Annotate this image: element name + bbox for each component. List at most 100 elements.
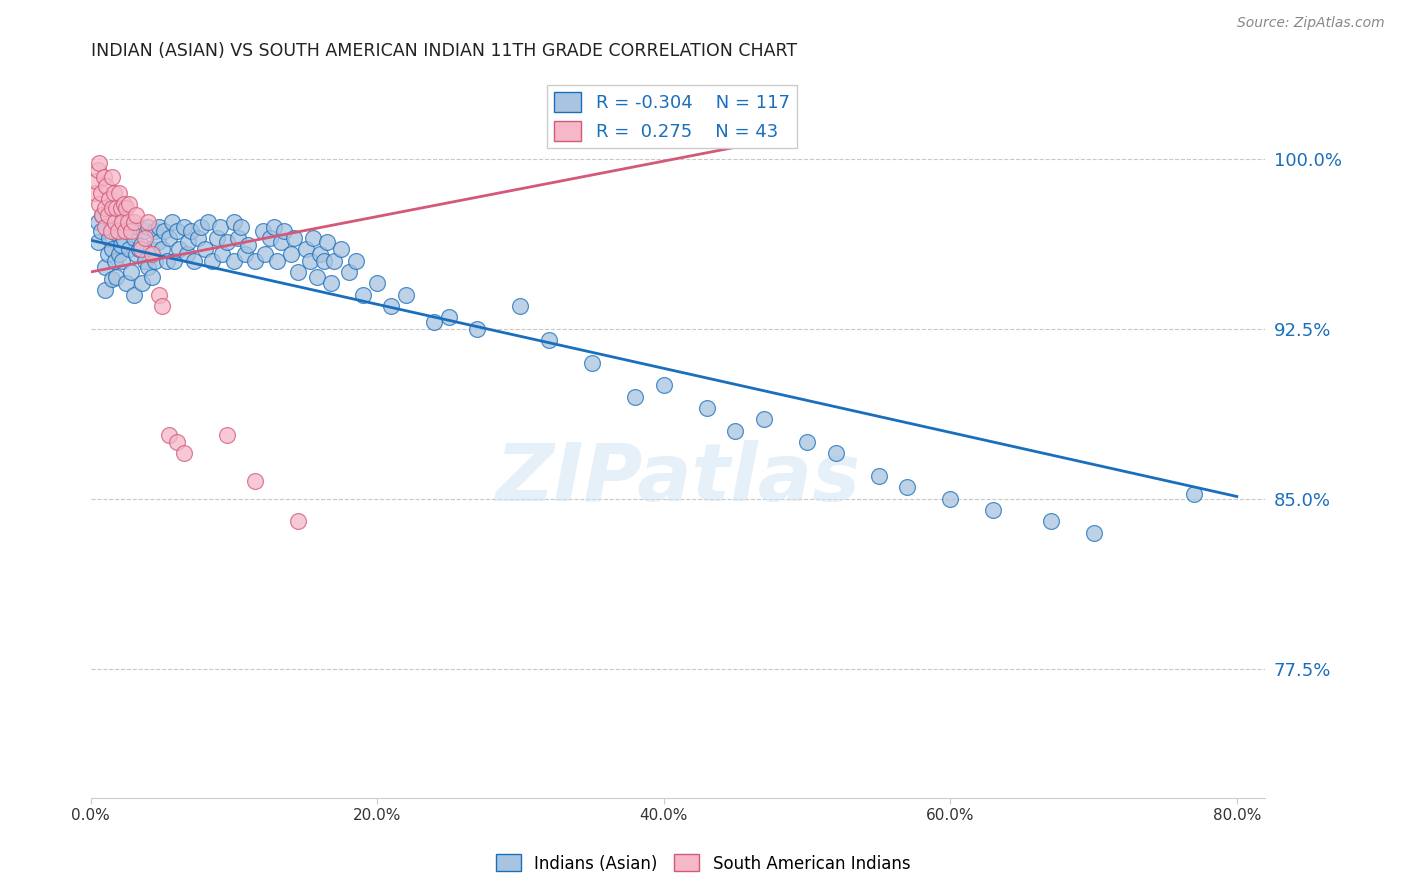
Point	[1182, 487, 1205, 501]
Point	[108, 186, 131, 200]
Point	[155, 253, 177, 268]
Point	[134, 231, 156, 245]
Point	[169, 242, 191, 256]
Point	[287, 515, 309, 529]
Point	[150, 299, 173, 313]
Point	[97, 247, 120, 261]
Point	[111, 208, 134, 222]
Point	[94, 202, 117, 216]
Point	[104, 215, 127, 229]
Point	[94, 283, 117, 297]
Point	[131, 277, 153, 291]
Point	[89, 197, 111, 211]
Point	[148, 287, 170, 301]
Point	[148, 219, 170, 234]
Point	[283, 231, 305, 245]
Point	[190, 219, 212, 234]
Point	[437, 310, 460, 325]
Point	[824, 446, 846, 460]
Point	[101, 202, 124, 216]
Point	[104, 253, 127, 268]
Text: INDIAN (ASIAN) VS SOUTH AMERICAN INDIAN 11TH GRADE CORRELATION CHART: INDIAN (ASIAN) VS SOUTH AMERICAN INDIAN …	[90, 42, 797, 60]
Point	[94, 260, 117, 275]
Point	[245, 253, 267, 268]
Legend: Indians (Asian), South American Indians: Indians (Asian), South American Indians	[489, 847, 917, 880]
Point	[252, 224, 274, 238]
Point	[115, 224, 138, 238]
Point	[194, 242, 217, 256]
Point	[105, 227, 128, 241]
Point	[91, 208, 114, 222]
Point	[115, 202, 138, 216]
Point	[197, 215, 219, 229]
Point	[150, 242, 173, 256]
Point	[98, 231, 121, 245]
Point	[94, 219, 117, 234]
Point	[120, 224, 142, 238]
Point	[157, 428, 180, 442]
Point	[117, 215, 139, 229]
Point	[101, 242, 124, 256]
Point	[166, 224, 188, 238]
Point	[89, 156, 111, 170]
Point	[509, 299, 531, 313]
Point	[208, 219, 231, 234]
Point	[1083, 525, 1105, 540]
Point	[183, 253, 205, 268]
Point	[173, 219, 195, 234]
Point	[90, 186, 112, 200]
Point	[395, 287, 418, 301]
Point	[724, 424, 747, 438]
Point	[238, 237, 260, 252]
Point	[308, 247, 330, 261]
Point	[245, 474, 267, 488]
Point	[235, 247, 257, 261]
Point	[129, 242, 152, 256]
Point	[134, 253, 156, 268]
Point	[266, 253, 288, 268]
Point	[103, 212, 125, 227]
Point	[152, 224, 174, 238]
Point	[538, 333, 561, 347]
Point	[120, 219, 142, 234]
Point	[112, 197, 135, 211]
Point	[120, 265, 142, 279]
Point	[101, 272, 124, 286]
Point	[166, 435, 188, 450]
Point	[467, 321, 489, 335]
Point	[176, 247, 198, 261]
Point	[103, 186, 125, 200]
Point	[108, 247, 131, 261]
Point	[105, 269, 128, 284]
Point	[110, 237, 132, 252]
Point	[143, 224, 166, 238]
Point	[254, 247, 277, 261]
Point	[287, 265, 309, 279]
Point	[100, 224, 122, 238]
Point	[222, 253, 245, 268]
Point	[114, 224, 136, 238]
Point	[380, 299, 402, 313]
Point	[105, 202, 128, 216]
Point	[215, 428, 238, 442]
Text: ZIPatlas: ZIPatlas	[495, 440, 860, 517]
Point	[981, 503, 1004, 517]
Point	[108, 219, 131, 234]
Point	[107, 224, 129, 238]
Point	[127, 219, 149, 234]
Point	[344, 253, 367, 268]
Point	[118, 242, 141, 256]
Point	[93, 169, 115, 184]
Point	[229, 219, 252, 234]
Point	[177, 235, 200, 250]
Point	[280, 247, 302, 261]
Point	[157, 231, 180, 245]
Point	[128, 242, 150, 256]
Point	[96, 178, 118, 193]
Point	[125, 208, 148, 222]
Point	[321, 277, 343, 291]
Point	[896, 480, 918, 494]
Point	[122, 287, 145, 301]
Point	[423, 315, 446, 329]
Point	[141, 247, 163, 261]
